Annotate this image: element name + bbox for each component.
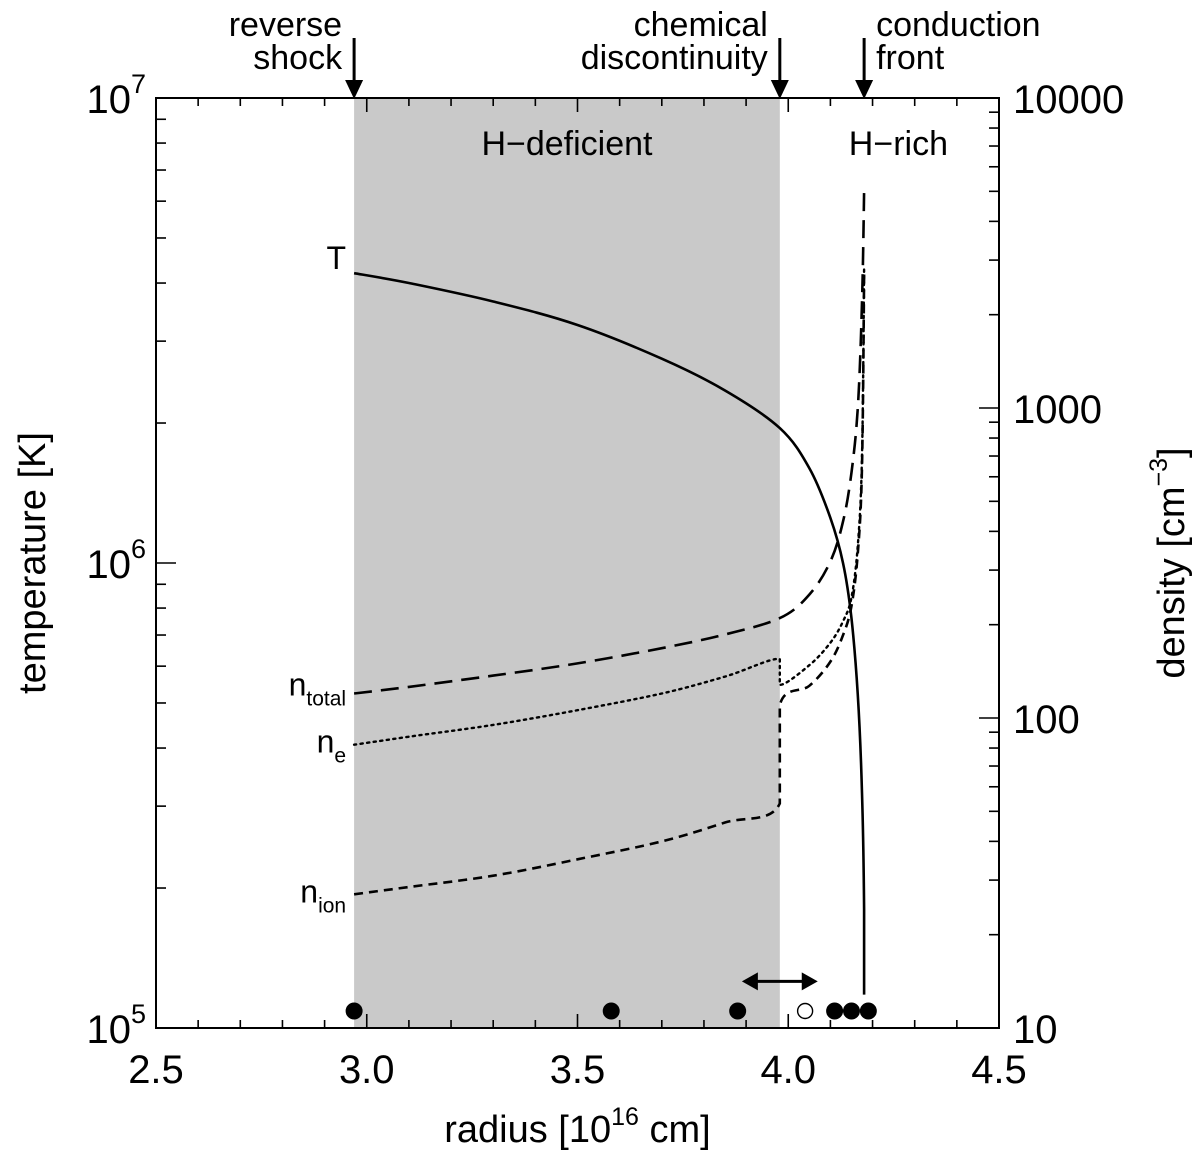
- series-n_e-line: [352, 268, 866, 746]
- region-shading-layer: [354, 98, 780, 1028]
- series-n_total-line: [353, 191, 866, 695]
- data-point-3: [796, 1002, 814, 1020]
- y-left-tick-exp: 6: [131, 534, 146, 564]
- data-point-1: [602, 1002, 620, 1020]
- series-label-sub: e: [334, 745, 346, 768]
- series-label-n_ion: nion: [300, 873, 346, 917]
- y-left-tick-label-0: 105: [86, 999, 146, 1052]
- marker-arrow-head-1: [770, 80, 789, 99]
- marker-arrow-head-0: [345, 80, 364, 99]
- series-layer: [352, 191, 866, 995]
- range-arrow-left-head: [741, 972, 758, 991]
- series-label-main: n: [300, 873, 318, 909]
- y-right-tick-label-1: 100: [1013, 698, 1080, 742]
- y-left-tick-exp: 7: [131, 69, 146, 99]
- y-right-tick-label-0: 10: [1013, 1008, 1058, 1052]
- series-label-main: n: [289, 666, 307, 702]
- markers-layer: [345, 38, 874, 991]
- y-left-tick-base: 10: [86, 1008, 131, 1052]
- marker-label-1-line-1: discontinuity: [581, 39, 768, 77]
- y-left-tick-base: 10: [86, 543, 131, 587]
- marker-label-0-line-1: shock: [253, 39, 343, 77]
- x-axis-title-main: radius [10: [444, 1109, 611, 1151]
- x-tick-label-4: 4.5: [971, 1048, 1027, 1092]
- points-layer: [345, 1002, 877, 1020]
- series-label-n_e: ne: [317, 724, 346, 768]
- y-right-axis-title-main: density [cm: [1151, 486, 1193, 678]
- region-0-shade: [354, 98, 780, 1028]
- region-label-0: H−deficient: [481, 125, 653, 163]
- x-tick-label-3: 4.0: [760, 1048, 816, 1092]
- x-axis-title-exp: 16: [611, 1103, 639, 1131]
- y-left-axis-title: temperature [K]: [12, 432, 54, 694]
- marker-label-1-line-0: chemical: [634, 6, 768, 44]
- y-right-axis-title-end: ]: [1151, 447, 1193, 458]
- series-label-sub: total: [306, 687, 346, 710]
- x-tick-label-1: 3.0: [339, 1048, 395, 1092]
- data-point-5: [842, 1002, 860, 1020]
- marker-label-2-line-0: conduction: [876, 6, 1040, 44]
- plot-frame: [155, 97, 1000, 1029]
- marker-label-2-line-1: front: [876, 39, 945, 77]
- region-label-1: H−rich: [849, 125, 948, 163]
- data-point-4: [826, 1002, 844, 1020]
- data-point-6: [859, 1002, 877, 1020]
- data-point-0: [345, 1002, 363, 1020]
- series-label-sub: ion: [318, 894, 346, 917]
- series-label-n_total: ntotal: [289, 666, 347, 710]
- x-axis-title-unit: cm]: [639, 1109, 711, 1151]
- marker-arrow-head-2: [855, 80, 874, 99]
- y-right-axis-title: density [cm−3]: [1145, 447, 1193, 678]
- series-label-main: T: [327, 240, 347, 276]
- marker-label-0-line-0: reverse: [229, 6, 342, 44]
- range-arrow-right-head: [801, 972, 818, 991]
- data-point-2: [729, 1002, 747, 1020]
- y-left-tick-label-1: 106: [86, 534, 146, 587]
- y-left-tick-exp: 5: [131, 999, 146, 1029]
- y-right-tick-label-2: 1000: [1013, 388, 1102, 432]
- x-tick-label-2: 3.5: [550, 1048, 606, 1092]
- y-right-tick-label-3: 10000: [1013, 78, 1124, 122]
- y-left-tick-base: 10: [86, 78, 131, 122]
- x-axis-title: radius [1016 cm]: [444, 1103, 710, 1151]
- series-T-line: [353, 271, 866, 995]
- y-left-tick-label-2: 107: [86, 69, 146, 122]
- series-label-T: T: [327, 240, 347, 276]
- series-label-main: n: [317, 724, 335, 760]
- series-n_ion-line: [353, 274, 866, 896]
- x-tick-label-0: 2.5: [128, 1048, 184, 1092]
- y-right-axis-title-exp: −3: [1145, 458, 1173, 487]
